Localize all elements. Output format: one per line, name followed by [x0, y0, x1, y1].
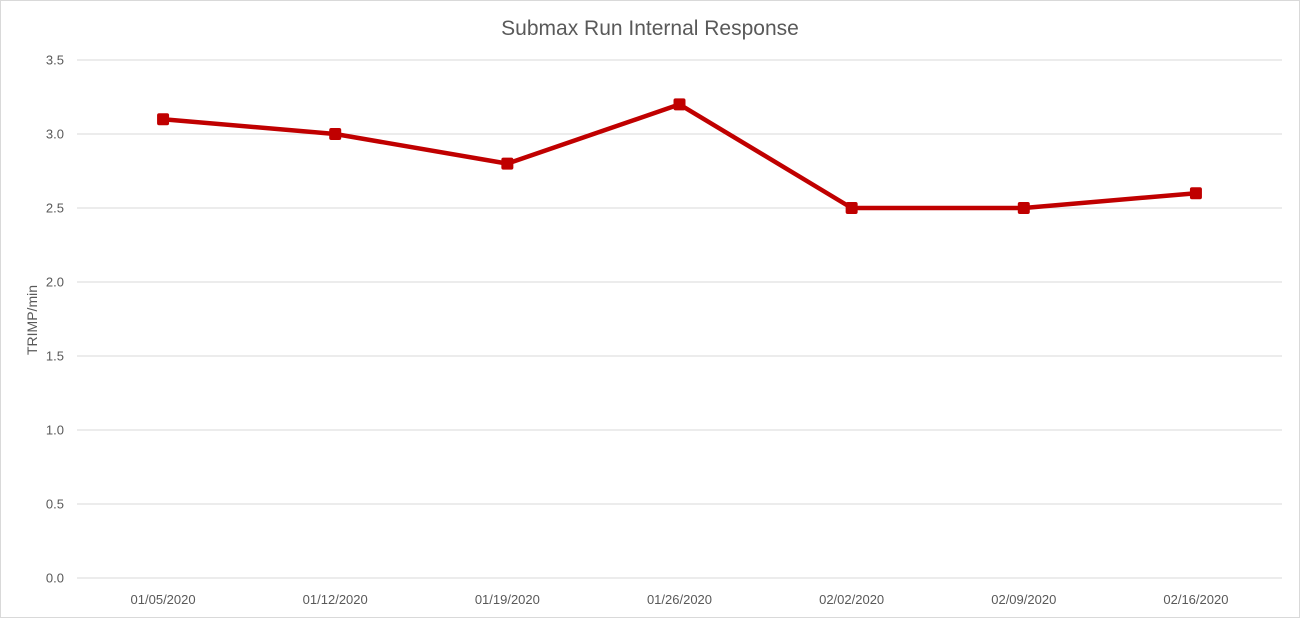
x-tick-label: 01/05/2020 — [131, 592, 196, 607]
y-tick-label: 2.5 — [46, 201, 64, 216]
data-point-02/09/2020[interactable] — [1017, 202, 1030, 214]
y-tick-label: 3.0 — [46, 127, 64, 142]
y-tick-label: 3.5 — [46, 53, 64, 68]
series-trimp — [157, 98, 1202, 214]
series-line — [160, 102, 1199, 211]
x-tick-label: 02/16/2020 — [1163, 592, 1228, 607]
y-tick-label: 0.0 — [46, 571, 64, 586]
data-point-01/19/2020[interactable] — [501, 157, 514, 170]
x-axis-ticks: 01/05/2020 01/12/2020 01/19/2020 01/26/2020… — [131, 592, 1229, 607]
y-axis-title: TRIMP/min — [24, 285, 40, 355]
y-tick-label: 1.0 — [46, 423, 64, 438]
data-point-02/02/2020[interactable] — [845, 202, 858, 214]
x-tick-label: 02/09/2020 — [991, 592, 1056, 607]
data-point-01/12/2020[interactable] — [329, 128, 342, 140]
data-point-01/05/2020[interactable] — [157, 113, 170, 126]
x-tick-label: 01/12/2020 — [303, 592, 368, 607]
y-tick-label: 0.5 — [46, 497, 64, 512]
y-tick-label: 1.5 — [46, 349, 64, 364]
chart-title: Submax Run Internal Response — [501, 17, 799, 40]
x-tick-label: 01/19/2020 — [475, 592, 540, 607]
x-tick-label: 02/02/2020 — [819, 592, 884, 607]
y-tick-label: 2.0 — [46, 275, 64, 290]
x-tick-label: 01/26/2020 — [647, 592, 712, 607]
y-axis-ticks: 0.0 0.5 1.0 1.5 2.0 2.5 3.0 3.5 — [46, 53, 64, 586]
data-point-02/16/2020[interactable] — [1189, 187, 1202, 200]
gridlines — [77, 59, 1282, 579]
data-point-01/26/2020[interactable] — [673, 98, 686, 111]
